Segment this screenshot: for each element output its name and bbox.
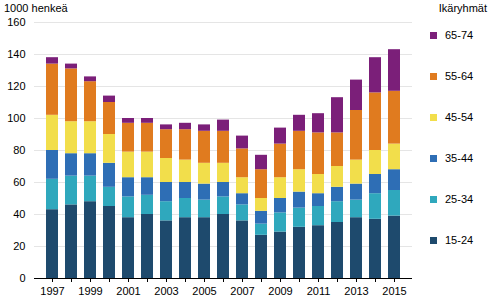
svg-text:2005: 2005 [192, 285, 216, 297]
svg-text:40: 40 [13, 208, 25, 220]
html-text:65-74: 65-74 [445, 29, 474, 41]
svg-text:2015: 2015 [382, 285, 406, 297]
svg-text:2001: 2001 [116, 285, 140, 297]
svg-text:120: 120 [7, 80, 25, 92]
svg-text:20: 20 [13, 240, 25, 252]
svg-text:80: 80 [13, 144, 25, 156]
svg-text:2011: 2011 [307, 285, 331, 297]
svg-text:140: 140 [7, 48, 25, 60]
svg-text:60: 60 [13, 176, 25, 188]
html-text:35-44: 35-44 [445, 152, 474, 164]
svg-text:2009: 2009 [268, 285, 292, 297]
svg-text:100: 100 [7, 112, 25, 124]
html-text:45-54: 45-54 [445, 111, 474, 123]
svg-text:1997: 1997 [40, 285, 64, 297]
html-text:15-24: 15-24 [445, 234, 474, 246]
svg-text:2007: 2007 [230, 285, 254, 297]
svg-text:0: 0 [19, 272, 25, 284]
svg-text:2013: 2013 [344, 285, 368, 297]
svg-text:2003: 2003 [154, 285, 178, 297]
svg-text:160: 160 [7, 16, 25, 28]
html-text:55-64: 55-64 [445, 70, 474, 82]
html-text:1000 henkeä: 1000 henkeä [4, 2, 68, 14]
html-text:Ikäryhmät: Ikäryhmät [438, 2, 487, 14]
html-text:25-34: 25-34 [445, 193, 474, 205]
svg-text:1999: 1999 [78, 285, 102, 297]
